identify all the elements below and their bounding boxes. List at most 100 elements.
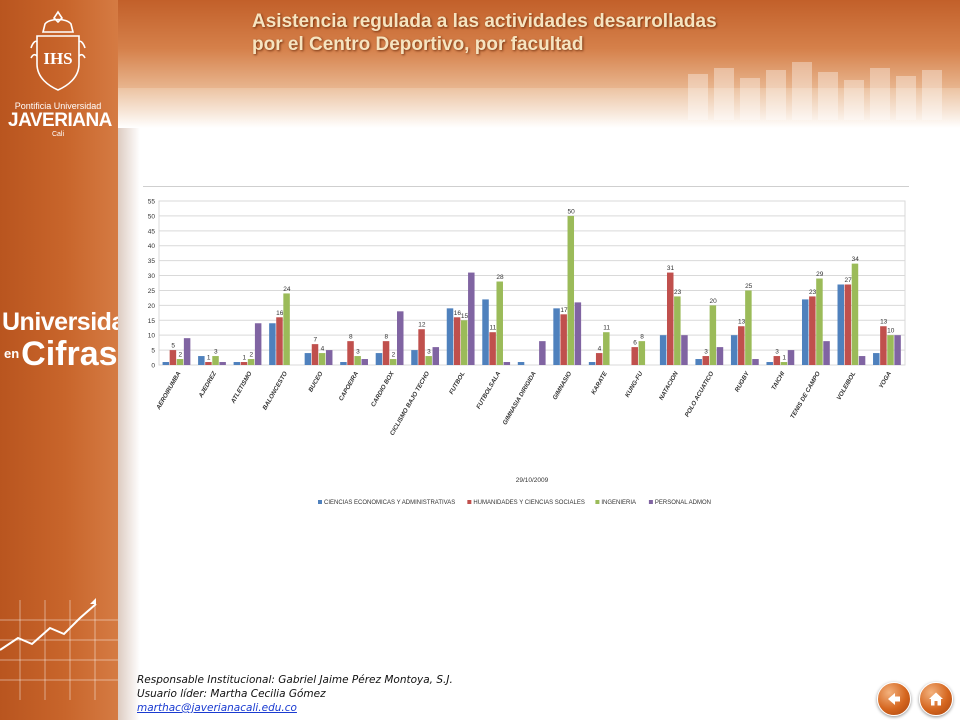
bar	[695, 359, 702, 365]
bar	[858, 356, 866, 365]
data-label: 24	[283, 286, 291, 293]
legend-label: PERSONAL ADMON	[655, 500, 711, 506]
x-tick-label: CARDIO BOX	[370, 370, 396, 408]
data-label: 23	[809, 289, 817, 296]
bar	[539, 341, 546, 365]
y-tick-label: 25	[148, 288, 156, 295]
bar	[873, 353, 880, 365]
data-label: 16	[276, 310, 284, 317]
x-tick-label: BUCEO	[307, 370, 324, 393]
bar	[318, 353, 326, 365]
bar	[496, 281, 503, 365]
bar	[681, 335, 688, 365]
brand-line2: Cifras	[21, 335, 118, 373]
home-button[interactable]	[919, 682, 953, 716]
bar	[411, 350, 418, 365]
bar	[787, 350, 795, 365]
data-label: 8	[349, 334, 353, 341]
x-tick-label: POLO ACUATICO	[684, 370, 716, 418]
bar	[482, 299, 489, 365]
data-label: 1	[207, 355, 211, 362]
arrow-left-icon	[888, 693, 900, 705]
x-axis-title: 29/10/2009	[516, 477, 549, 484]
sidebar: IHS Pontificia Universidad JAVERIANA Cal…	[0, 0, 140, 720]
bar	[809, 296, 816, 365]
bar	[198, 356, 205, 365]
brand-prefix: en	[4, 346, 20, 361]
legend-label: HUMANIDADES Y CIENCIAS SOCIALES	[473, 500, 584, 506]
data-label: 13	[738, 319, 746, 326]
decorative-bars	[688, 62, 942, 120]
x-tick-label: VOLEIBOL	[836, 370, 858, 401]
bar	[325, 350, 333, 365]
x-tick-label: CAPOEIRA	[338, 370, 361, 402]
page-title-line2: por el Centro Deportivo, por facultad	[252, 34, 584, 55]
data-label: 11	[490, 325, 497, 332]
data-label: 3	[704, 349, 708, 356]
bar	[851, 263, 859, 365]
data-label: 28	[496, 274, 504, 281]
data-label: 3	[427, 349, 431, 356]
y-tick-label: 40	[148, 243, 156, 250]
x-tick-label: GIMNASIA DIRIGIDA	[502, 370, 538, 426]
bar	[745, 290, 752, 365]
bar	[595, 353, 603, 365]
x-tick-label: TAICHI	[770, 370, 786, 391]
bar	[631, 347, 638, 365]
bar	[446, 308, 454, 365]
bar	[425, 356, 432, 365]
data-label: 16	[454, 310, 462, 317]
footer-leader: Usuario líder: Martha Cecilia Gómez	[137, 688, 326, 700]
x-tick-label: AEROIRUMBA	[155, 370, 183, 412]
bar	[347, 341, 354, 365]
data-label: 4	[321, 346, 325, 353]
bar	[212, 356, 219, 365]
data-label: 1	[242, 355, 246, 362]
y-tick-label: 45	[148, 228, 156, 235]
legend-swatch	[467, 500, 472, 504]
data-label: 5	[171, 343, 175, 350]
data-label: 31	[667, 265, 675, 272]
university-logo: IHS Pontificia Universidad JAVERIANA Cal…	[8, 8, 112, 148]
data-label: 7	[313, 337, 317, 344]
bar	[773, 356, 781, 365]
legend-label: INGENIERIA	[601, 500, 636, 506]
header-fade	[118, 88, 960, 128]
logo-subtitle: Pontificia Universidad	[14, 101, 102, 111]
bar	[489, 332, 496, 365]
bar	[553, 308, 560, 365]
bar	[460, 320, 468, 365]
x-tick-label: FUTBOL	[448, 370, 467, 395]
footer-email-link[interactable]: marthac@javerianacali.edu.co	[137, 702, 297, 714]
data-label: 34	[852, 256, 860, 263]
y-tick-label: 35	[148, 258, 156, 265]
x-tick-label: CICLISMO BAJO TECHO	[389, 370, 431, 436]
bar	[674, 296, 681, 365]
bar	[567, 215, 575, 365]
bar	[269, 323, 276, 365]
bar	[361, 359, 368, 365]
data-label: 3	[214, 349, 218, 356]
bar	[666, 272, 674, 365]
bar	[311, 344, 319, 365]
bar	[375, 353, 383, 365]
y-tick-label: 15	[148, 318, 156, 325]
data-label: 12	[418, 322, 426, 329]
sidebar-shadow	[118, 0, 140, 720]
y-tick-label: 0	[151, 363, 155, 370]
back-button[interactable]	[877, 682, 911, 716]
legend-swatch	[595, 500, 600, 504]
bar	[468, 272, 475, 365]
x-tick-label: ATLETISMO	[229, 370, 253, 405]
bar	[844, 284, 852, 365]
bar	[752, 359, 759, 365]
legend-swatch	[648, 500, 653, 504]
bar	[453, 317, 461, 365]
legend-swatch	[318, 500, 322, 504]
x-tick-label: BALONCESTO	[261, 370, 289, 411]
data-label: 8	[640, 334, 644, 341]
brand-block: Universidad enCifras	[0, 308, 140, 373]
x-tick-label: TENIS DE CAMPO	[789, 370, 822, 420]
data-label: 6	[633, 340, 637, 347]
